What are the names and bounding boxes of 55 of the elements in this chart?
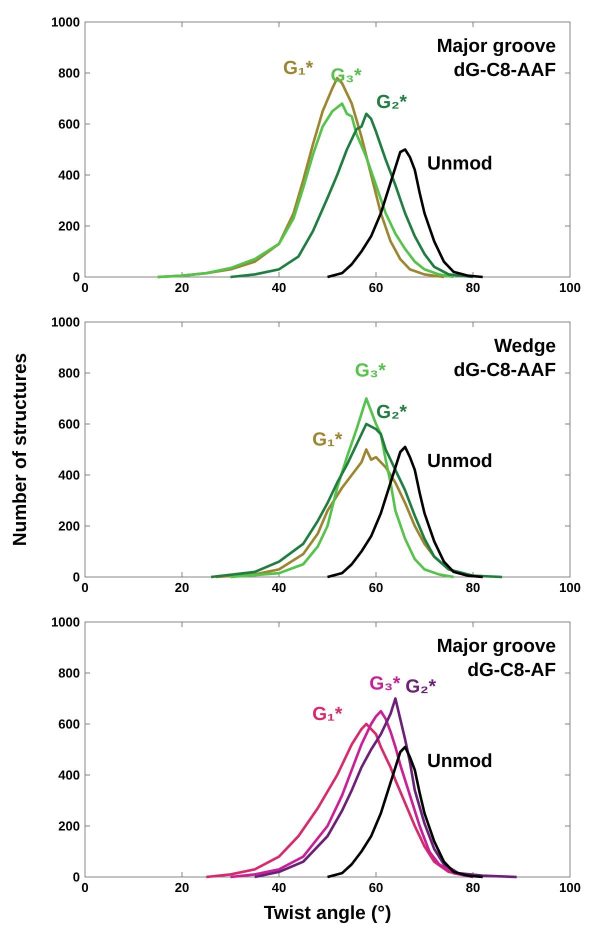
series-label: G₁*: [312, 704, 343, 725]
x-tick-label: 60: [368, 580, 384, 595]
x-tick-label: 40: [272, 580, 286, 595]
y-tick-label: 800: [58, 366, 80, 380]
y-tick-label: 400: [58, 468, 80, 482]
y-tick-label: 1000: [51, 14, 80, 30]
series-label: G₁*: [312, 430, 343, 450]
x-tick-label: 40: [272, 280, 286, 295]
y-tick-label: 600: [58, 116, 80, 132]
series-label: Unmod: [427, 154, 493, 174]
y-tick-label: 200: [58, 818, 80, 834]
y-tick-label: 200: [58, 218, 80, 234]
line-series: [253, 697, 518, 878]
series-label: G₃*: [369, 673, 401, 694]
y-tick-label: 0: [72, 570, 80, 584]
x-tick-label: 100: [559, 280, 581, 295]
y-tick-label: 0: [72, 270, 80, 284]
y-tick-label: 200: [58, 518, 80, 534]
y-tick-label: 800: [58, 666, 80, 680]
y-tick-label: 400: [58, 768, 80, 782]
x-tick-label: 20: [174, 280, 190, 295]
y-tick-label: 1000: [51, 314, 80, 330]
y-tick-label: 800: [58, 66, 80, 80]
y-tick-label: 400: [58, 168, 80, 182]
series-label: Unmod: [427, 450, 493, 472]
annotation: dG-C8-AAF: [454, 360, 556, 381]
x-tick-label: 80: [466, 580, 480, 595]
series-label: G₃*: [330, 66, 362, 87]
y-axis-title: Number of structures: [10, 352, 31, 546]
annotation: dG-C8-AF: [467, 660, 556, 681]
x-tick-label: 40: [272, 880, 286, 895]
series-label: G₁*: [283, 58, 314, 80]
series-label: G₂*: [405, 676, 437, 698]
x-tick-label: 80: [466, 880, 480, 895]
series-label: G₃*: [354, 360, 386, 382]
series-label: Unmod: [427, 750, 493, 772]
x-tick-label: 20: [174, 580, 190, 595]
line-series: [210, 422, 504, 578]
y-tick-label: 1000: [51, 614, 80, 630]
series-label: G₂*: [376, 92, 408, 113]
x-tick-label: 60: [368, 880, 384, 895]
annotation: Wedge: [494, 336, 556, 357]
annotation: dG-C8-AAF: [454, 60, 556, 81]
y-tick-label: 600: [58, 716, 80, 732]
annotation: Major groove: [436, 636, 556, 657]
x-axis-title: Twist angle (°): [264, 903, 392, 924]
y-tick-label: 600: [58, 416, 80, 432]
series-label: G₂*: [376, 402, 408, 423]
annotation: Major groove: [436, 36, 556, 57]
x-tick-label: 100: [559, 580, 581, 595]
x-tick-label: 100: [559, 880, 581, 895]
x-tick-label: 80: [466, 280, 480, 295]
y-tick-label: 0: [72, 870, 80, 884]
x-tick-label: 20: [174, 880, 190, 895]
x-tick-label: 60: [368, 280, 384, 295]
